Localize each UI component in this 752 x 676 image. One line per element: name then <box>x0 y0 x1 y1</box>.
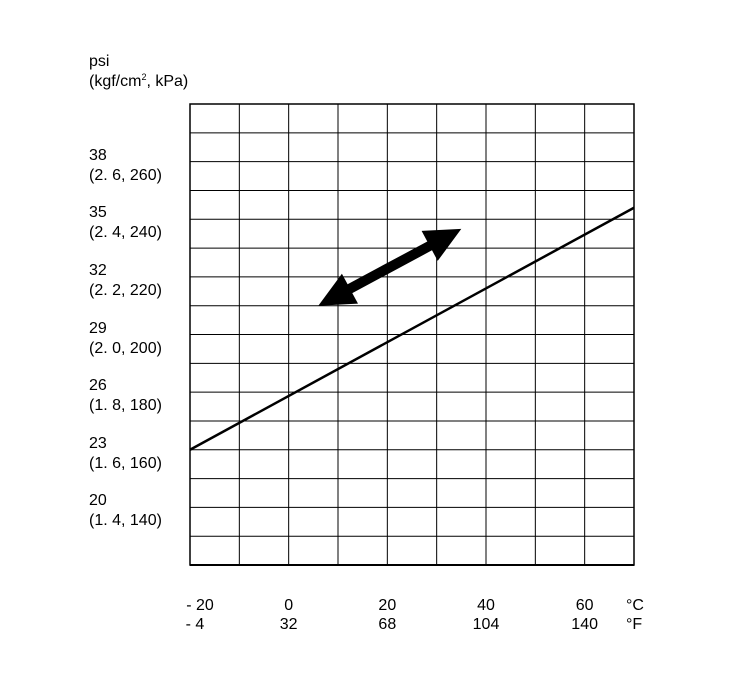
y-tick-metric: (2. 0, 200) <box>89 339 162 357</box>
x-unit-fahrenheit: °F <box>626 616 643 633</box>
x-tick-fahrenheit: - 4 <box>185 616 205 633</box>
y-tick-label: 29 (2. 0, 200) <box>89 319 162 359</box>
x-tick-celsius: - 20 <box>186 597 214 614</box>
y-tick-psi: 26 <box>89 377 107 395</box>
annotation-group <box>318 228 462 306</box>
y-tick-label: 38 (2. 6, 260) <box>89 146 162 186</box>
y-tick-metric: (1. 6, 160) <box>89 454 162 472</box>
y-tick-psi: 20 <box>89 492 107 510</box>
y-tick-metric: (1. 4, 140) <box>89 512 162 530</box>
y-unit-line2: (kgf/cm2, kPa) <box>89 72 189 91</box>
y-tick-metric: (1. 8, 180) <box>89 397 162 415</box>
x-tick-celsius: 20 <box>378 597 397 614</box>
y-tick-label: 20 (1. 4, 140) <box>89 491 162 531</box>
x-tick-celsius: 60 <box>575 597 594 614</box>
double-arrow <box>318 228 462 306</box>
y-tick-psi: 29 <box>89 319 107 337</box>
x-tick-celsius: 40 <box>477 597 495 614</box>
y-tick-label: 35 (2. 4, 240) <box>89 203 162 243</box>
y-tick-psi: 23 <box>89 434 107 452</box>
x-tick-fahrenheit: 140 <box>571 616 598 633</box>
y-unit-label: psi (kgf/cm2, kPa) <box>89 52 188 92</box>
y-tick-label: 26 (1. 8, 180) <box>89 376 162 416</box>
y-tick-psi: 35 <box>89 204 107 222</box>
x-unit-celsius: °C <box>626 597 644 614</box>
y-tick-psi: 32 <box>89 261 107 279</box>
grid <box>189 103 635 566</box>
x-tick-fahrenheit: 32 <box>279 616 298 633</box>
y-tick-metric: (2. 2, 220) <box>89 281 162 299</box>
y-tick-label: 32 (2. 2, 220) <box>89 261 162 301</box>
x-tick-fahrenheit: 68 <box>378 616 397 633</box>
y-unit-line1: psi <box>89 53 110 70</box>
y-tick-label: 23 (1. 6, 160) <box>89 434 162 474</box>
y-tick-metric: (2. 4, 240) <box>89 224 162 242</box>
y-tick-psi: 38 <box>89 146 107 164</box>
series-line <box>189 206 635 451</box>
x-tick-fahrenheit: 104 <box>472 616 500 633</box>
y-tick-metric: (2. 6, 260) <box>89 166 162 184</box>
series-group <box>189 206 635 451</box>
x-tick-celsius: 0 <box>284 597 294 614</box>
